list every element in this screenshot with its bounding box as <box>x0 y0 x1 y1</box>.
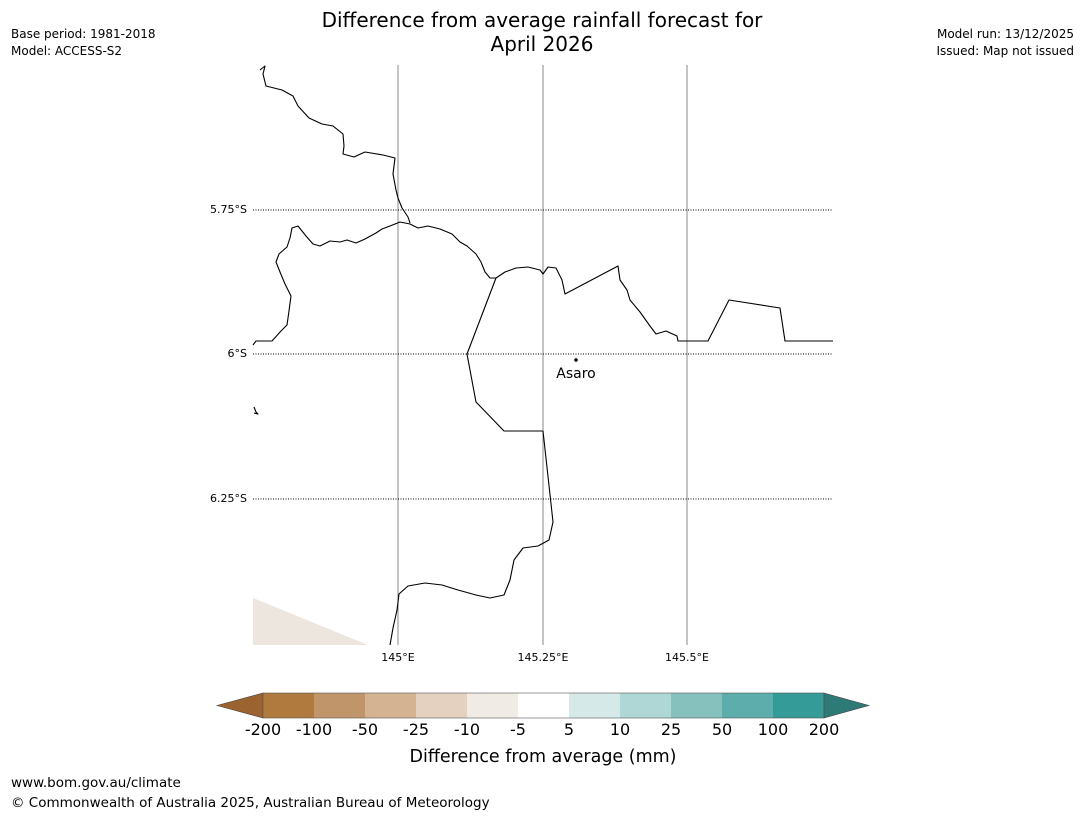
lat-label-6-25: 6.25°S <box>210 492 247 505</box>
colorbar-tick-label: -10 <box>454 720 480 739</box>
issued-text: Issued: Map not issued <box>936 44 1074 58</box>
lon-label-145-5: 145.5°E <box>665 651 709 664</box>
footer-url: www.bom.gov.au/climate <box>11 775 181 791</box>
colorbar-tick-label: 100 <box>758 720 789 739</box>
map-title-line2: April 2026 <box>490 32 594 56</box>
colorbar: -200 -100 -50 -25 -10 -5 5 10 25 50 100 … <box>215 692 871 767</box>
colorbar-extend-low <box>215 692 264 719</box>
colorbar-bin <box>365 693 416 718</box>
colorbar-bin <box>467 693 518 718</box>
colorbar-tick-label: -200 <box>245 720 281 739</box>
asaro-label: Asaro <box>556 366 595 382</box>
lat-label-5-75: 5.75°S <box>210 203 247 216</box>
colorbar-bin <box>722 693 773 718</box>
colorbar-tick-label: -5 <box>510 720 526 739</box>
colorbar-extend-high <box>823 692 871 719</box>
colorbar-bin <box>314 693 365 718</box>
colorbar-bin <box>416 693 467 718</box>
colorbar-tick-label: -25 <box>403 720 429 739</box>
colorbar-bin <box>263 693 314 718</box>
colorbar-tick-label: 10 <box>610 720 630 739</box>
colorbar-bin <box>671 693 722 718</box>
colorbar-bin <box>569 693 620 718</box>
colorbar-title: Difference from average (mm) <box>409 747 676 767</box>
colorbar-bin <box>620 693 671 718</box>
lon-label-145: 145°E <box>381 651 414 664</box>
colorbar-frame <box>262 692 825 719</box>
boundary-north <box>259 65 411 224</box>
boundary-south <box>389 277 554 646</box>
boundary-central <box>252 221 833 346</box>
boundary-islet <box>253 406 259 415</box>
colorbar-bin <box>518 693 569 718</box>
model-text: Model: ACCESS-S2 <box>11 44 123 58</box>
model-run-text: Model run: 13/12/2025 <box>936 27 1074 41</box>
land-fill-region <box>253 598 368 645</box>
colorbar-tick-label: 200 <box>809 720 840 739</box>
colorbar-tick-label: 5 <box>564 720 574 739</box>
lon-label-145-25: 145.25°E <box>518 651 569 664</box>
colorbar-tick-label: -50 <box>352 720 378 739</box>
colorbar-tick-label: 50 <box>712 720 732 739</box>
map-title-line1: Difference from average rainfall forecas… <box>321 8 763 32</box>
footer-copyright: © Commonwealth of Australia 2025, Austra… <box>11 795 490 811</box>
base-period-text: Base period: 1981-2018 <box>11 27 156 41</box>
colorbar-tick-label: -100 <box>296 720 332 739</box>
colorbar-tick-label: 25 <box>661 720 681 739</box>
colorbar-bin <box>773 693 824 718</box>
asaro-marker <box>574 358 578 362</box>
lat-label-6: 6°S <box>228 347 247 360</box>
map-title: Difference from average rainfall forecas… <box>242 8 842 56</box>
